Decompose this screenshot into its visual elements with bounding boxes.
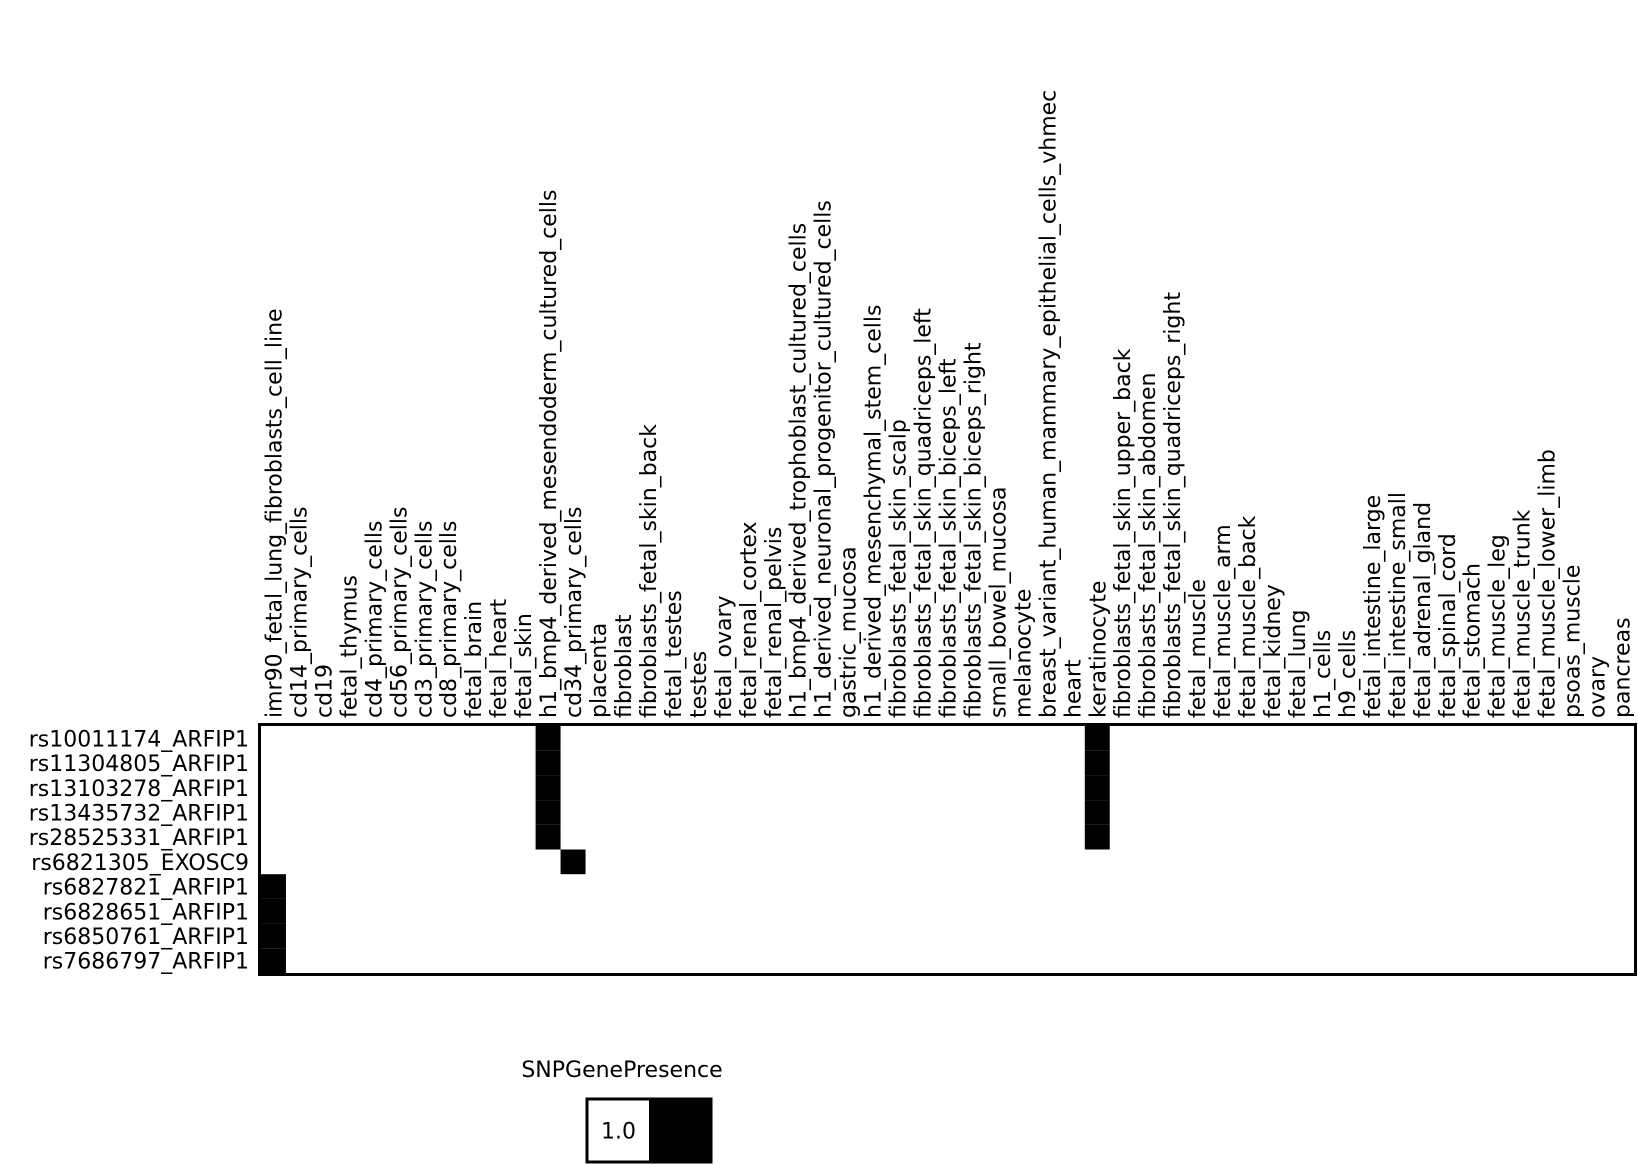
column-labels: imr90_fetal_lung_fibroblasts_cell_line cd… [263, 90, 1636, 718]
legend-label: 1.0 [601, 1120, 636, 1145]
column-label: fibroblasts_fetal_skin_abdomen [1136, 373, 1161, 719]
column-label: h9_cells [1336, 630, 1361, 718]
column-label: fibroblasts_fetal_skin_biceps_right [962, 342, 987, 718]
column-label: small_bowel_mucosa [986, 486, 1011, 718]
column-label: fetal_stomach [1461, 563, 1486, 718]
column-label: fetal_ovary [712, 595, 737, 718]
column-label: fibroblasts_fetal_skin_quadriceps_left [912, 308, 937, 718]
heatmap-cell [1084, 824, 1110, 850]
heatmap-cell [1084, 726, 1110, 751]
column-label: h1_bmp4_derived_mesendoderm_cultured_cel… [537, 190, 562, 719]
heatmap-cell [535, 775, 561, 801]
column-label: cd19 [312, 664, 337, 718]
legend-swatch [649, 1100, 710, 1161]
column-label: fetal_renal_cortex [737, 521, 762, 718]
column-label: fetal_skin [512, 613, 537, 718]
column-label: fibroblasts_fetal_skin_upper_back [1111, 348, 1136, 718]
row-label: rs11304805_ARFIP1 [29, 752, 249, 777]
plot-frame [258, 723, 1637, 976]
column-label: h1_bmp4_derived_trophoblast_cultured_cel… [787, 223, 812, 718]
row-label: rs6828651_ARFIP1 [43, 900, 249, 925]
column-label: fetal_lung [1286, 610, 1311, 718]
column-label: fetal_intestine_large [1361, 495, 1386, 718]
column-label: testes [687, 651, 712, 718]
heatmap-cell [1084, 800, 1110, 825]
legend-frame [585, 1097, 713, 1164]
column-label: fetal_muscle_trunk [1511, 509, 1536, 718]
legend-swatch [588, 1100, 649, 1161]
column-label: cd4_primary_cells [362, 521, 387, 718]
column-label: fetal_heart [487, 598, 512, 718]
column-label: heart [1061, 659, 1086, 718]
column-label: gastric_mucosa [837, 546, 862, 718]
column-label: fetal_intestine_small [1386, 492, 1411, 718]
heatmap-cell [535, 726, 561, 751]
column-label: h1_derived_mesenchymal_stem_cells [862, 305, 887, 718]
row-label: rs6827821_ARFIP1 [43, 876, 249, 901]
row-label: rs6821305_EXOSC9 [31, 851, 249, 876]
column-label: psoas_muscle [1561, 565, 1586, 718]
column-label: fibroblast [612, 614, 637, 718]
column-label: fetal_spinal_cord [1436, 533, 1461, 718]
column-label: fetal_muscle_arm [1211, 524, 1236, 718]
row-label: rs7686797_ARFIP1 [43, 950, 249, 975]
column-label: breast_variant_human_mammary_epithelial_… [1036, 90, 1061, 718]
column-label: imr90_fetal_lung_fibroblasts_cell_line [263, 308, 288, 718]
column-label: cd56_primary_cells [387, 507, 412, 718]
heatmap-cell [535, 750, 561, 776]
column-label: cd34_primary_cells [562, 507, 587, 718]
heatmap-cell [261, 874, 286, 899]
column-label: fetal_testes [662, 590, 687, 718]
heatmap-cell [535, 800, 561, 825]
column-label: melanocyte [1011, 589, 1036, 718]
column-label: ovary [1586, 656, 1611, 718]
column-label: h1_derived_neuronal_progenitor_cultured_… [812, 200, 837, 718]
column-label: fetal_kidney [1261, 584, 1286, 718]
row-label: rs10011174_ARFIP1 [29, 727, 249, 752]
column-label: pancreas [1611, 617, 1636, 718]
legend-title: SNPGenePresence [521, 1058, 722, 1083]
column-label: fibroblasts_fetal_skin_scalp [887, 419, 912, 718]
column-label: keratinocyte [1086, 581, 1111, 718]
heatmap-cell [535, 824, 561, 850]
legend: SNPGenePresence 1.0 2.0 [521, 1058, 723, 1164]
column-label: fetal_muscle [1186, 579, 1211, 718]
column-label: fetal_renal_pelvis [762, 527, 787, 718]
heatmap-cell [261, 898, 286, 924]
column-label: h1_cells [1311, 630, 1336, 718]
column-label: placenta [587, 623, 612, 718]
column-label: cd8_primary_cells [437, 521, 462, 718]
heatmap-cell [1084, 750, 1110, 776]
heatmap-cell [560, 849, 586, 875]
heatmap-cell [261, 948, 286, 973]
heatmap-cell [261, 923, 286, 949]
column-label: fetal_muscle_back [1236, 515, 1261, 718]
row-labels: rs10011174_ARFIP1rs11304805_ARFIP1rs1310… [29, 727, 249, 974]
column-label: fetal_thymus [337, 575, 362, 718]
legend-label: 2.0 [662, 1120, 697, 1145]
row-label: rs13435732_ARFIP1 [29, 802, 249, 827]
column-label: cd3_primary_cells [412, 521, 437, 718]
column-label: fetal_brain [462, 601, 487, 718]
column-label: cd14_primary_cells [287, 507, 312, 718]
heatmap-cell [1084, 775, 1110, 801]
legend-entries: 1.0 2.0 [588, 1100, 710, 1161]
row-label: rs28525331_ARFIP1 [29, 826, 249, 851]
column-label: fibroblasts_fetal_skin_back [637, 424, 662, 718]
row-label: rs13103278_ARFIP1 [29, 777, 249, 802]
column-label: fibroblasts_fetal_skin_quadriceps_right [1161, 292, 1186, 718]
column-label: fetal_adrenal_gland [1411, 502, 1436, 718]
column-label: fetal_muscle_lower_limb [1536, 449, 1561, 718]
column-label: fetal_muscle_leg [1486, 534, 1511, 718]
column-label: fibroblasts_fetal_skin_biceps_left [937, 358, 962, 718]
heatmap-cells [261, 726, 1110, 973]
row-label: rs6850761_ARFIP1 [43, 925, 249, 950]
